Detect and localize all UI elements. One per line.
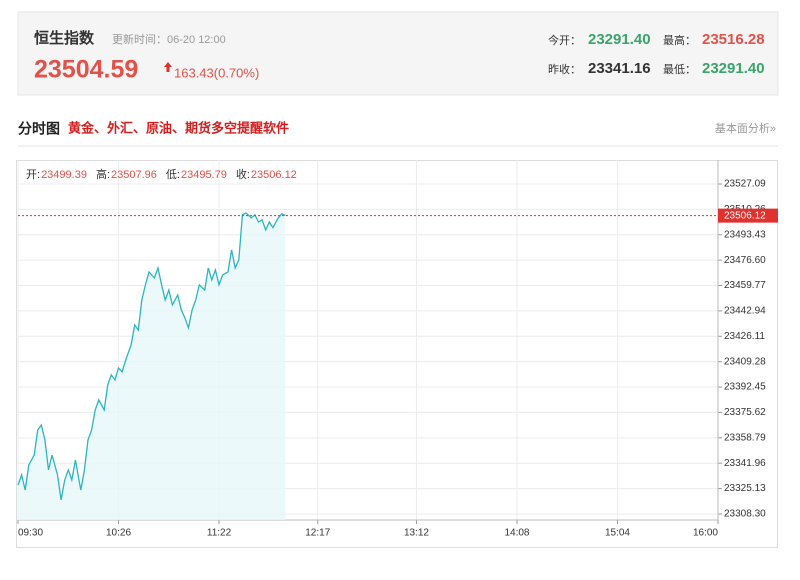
y-tick-label: 23459.77 [724,280,766,291]
section-title: 分时图 [18,121,60,137]
y-tick-label: 23493.43 [724,229,766,240]
low-label: 最低： [663,63,696,76]
x-tick-label: 11:22 [207,528,232,539]
y-tick-label: 23392.45 [724,382,766,393]
quote-panel [17,11,779,96]
y-tick-label: 23341.96 [724,458,766,469]
summary-value: 23507.96 [111,169,157,181]
reference-label: 23506.12 [724,210,766,221]
open: 23291.40 [588,31,651,48]
y-tick-label: 23409.28 [724,356,766,367]
summary-label: 低: [166,168,180,181]
y-tick-label: 23308.30 [724,509,766,520]
x-tick-label: 10:26 [106,528,131,539]
promo-link[interactable]: 黄金、外汇、原油、期货多空提醒软件 [68,120,289,135]
y-tick-label: 23375.62 [724,407,766,418]
price-line [17,212,286,501]
y-tick-label: 23358.79 [724,432,766,443]
x-tick-label: 16:00 [693,528,718,539]
x-tick-label: 14:08 [504,528,529,539]
high-label: 最高： [663,33,696,47]
chart-frame [16,160,778,548]
y-tick-label: 23442.94 [724,306,766,317]
summary-value: 23495.79 [181,169,227,181]
summary-label: 开: [26,169,40,181]
analysis-link[interactable]: 基本面分析» [715,121,776,135]
x-tick-label: 09:30 [18,528,43,539]
x-tick-label: 13:12 [404,528,429,539]
high: 23516.28 [702,31,765,48]
reference-tag [718,208,778,223]
summary-value: 23506.12 [251,169,297,181]
y-tick-label: 23325.13 [724,483,766,494]
update-time: 更新时间：06-20 12:00 [112,32,226,46]
summary-label: 高: [96,167,110,181]
up-arrow [164,62,172,72]
y-tick-label: 23426.11 [724,331,765,342]
plot: 23308.30 23325.13 23341.96 23358.79 23375.62… [17,160,778,539]
area [18,212,286,520]
summary-value: 23499.39 [41,169,87,181]
price: 23504.59 [34,56,138,84]
low: 23291.40 [702,60,765,77]
y-tick-label: 23527.09 [724,179,766,190]
change: 163.43(0.70%) [174,65,259,80]
prev-label: 昨收： [548,62,581,76]
index-title: 恒生指数 [34,29,95,47]
prev: 23341.16 [588,60,651,77]
y-tick-label: 23476.60 [724,255,766,266]
x-tick-label: 12:17 [305,528,330,539]
summary-label: 收: [236,167,250,181]
x-tick-label: 15:04 [605,528,630,539]
open-label: 今开： [548,33,581,47]
